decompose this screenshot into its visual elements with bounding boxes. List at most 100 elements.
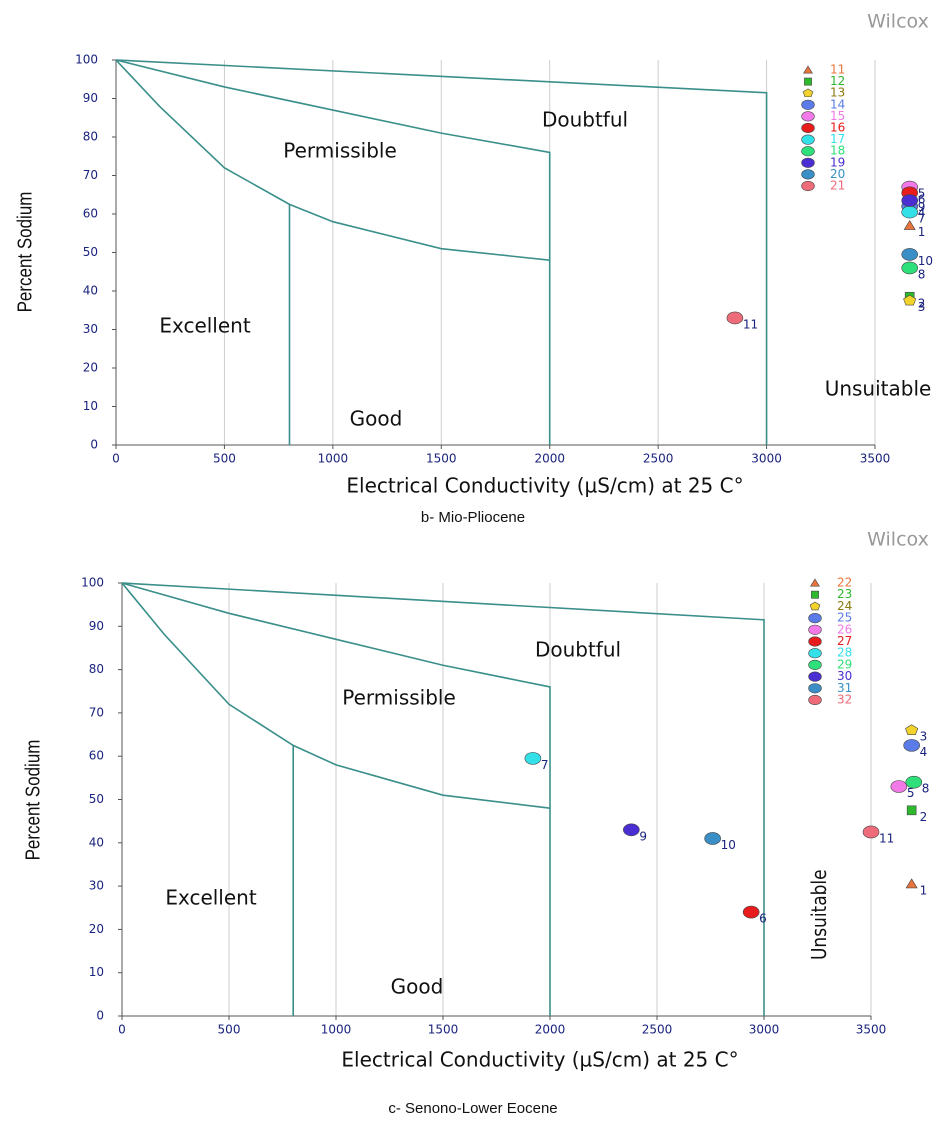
region-label: Good bbox=[350, 407, 403, 431]
y-tick-label: 50 bbox=[83, 245, 98, 259]
legend-label: 20 bbox=[830, 167, 845, 181]
legend-label: 28 bbox=[837, 646, 852, 660]
legend-label: 12 bbox=[830, 74, 845, 88]
legend-marker bbox=[801, 180, 815, 192]
point-label: 6 bbox=[759, 912, 767, 926]
region-label: Excellent bbox=[165, 886, 257, 910]
x-tick-label: 3500 bbox=[856, 1023, 887, 1037]
y-tick-label: 60 bbox=[83, 207, 98, 221]
point-label: 4 bbox=[920, 745, 928, 759]
x-tick-label: 3000 bbox=[751, 452, 782, 466]
legend-marker bbox=[801, 111, 815, 122]
point-label: 7 bbox=[541, 758, 549, 772]
legend-marker bbox=[802, 88, 814, 98]
data-point bbox=[906, 805, 917, 816]
x-tick-label: 500 bbox=[213, 452, 236, 466]
legend-label: 18 bbox=[830, 144, 845, 158]
x-tick-label: 2500 bbox=[642, 1023, 673, 1037]
legend-marker bbox=[801, 99, 815, 110]
caption: b- Mio-Pliocene bbox=[421, 509, 525, 526]
legend-label: 17 bbox=[830, 132, 845, 146]
class-boundary bbox=[121, 582, 551, 1016]
x-tick-label: 1000 bbox=[321, 1023, 352, 1037]
point-label: 5 bbox=[918, 187, 926, 201]
x-tick-label: 2000 bbox=[535, 1023, 566, 1037]
y-tick-label: 20 bbox=[83, 361, 98, 375]
point-label: 7 bbox=[918, 212, 926, 226]
y-tick-label: 100 bbox=[81, 576, 104, 590]
legend-label: 23 bbox=[837, 587, 852, 601]
legend-label: 25 bbox=[837, 611, 852, 625]
y-tick-label: 80 bbox=[83, 130, 98, 144]
data-point bbox=[704, 832, 721, 845]
legend-marker bbox=[801, 134, 815, 145]
legend-label: 15 bbox=[830, 109, 845, 123]
y-tick-label: 30 bbox=[89, 879, 104, 893]
legend-marker bbox=[801, 169, 815, 180]
y-tick-label: 40 bbox=[89, 835, 104, 849]
region-label: Unsuitable bbox=[809, 869, 832, 960]
legend-marker bbox=[811, 590, 819, 599]
point-label: 11 bbox=[743, 317, 758, 331]
legend-label: 26 bbox=[837, 622, 852, 636]
chart-title: Wilcox bbox=[867, 11, 929, 33]
legend-marker bbox=[808, 612, 822, 624]
point-label: 4 bbox=[918, 206, 926, 220]
legend-marker bbox=[801, 146, 815, 157]
legend-marker bbox=[801, 157, 815, 168]
data-point bbox=[903, 219, 916, 230]
y-tick-label: 30 bbox=[83, 322, 98, 336]
region-label: Good bbox=[391, 975, 444, 999]
data-point bbox=[901, 205, 918, 219]
class-boundary bbox=[115, 59, 768, 445]
x-axis-label: Electrical Conductivity (µS/cm) at 25 C° bbox=[341, 1048, 738, 1072]
region-label: Doubtful bbox=[535, 638, 621, 662]
y-tick-label: 90 bbox=[89, 619, 104, 633]
y-tick-label: 50 bbox=[89, 792, 104, 806]
data-point bbox=[524, 752, 542, 765]
y-tick-label: 40 bbox=[83, 284, 98, 298]
region-label: Excellent bbox=[159, 314, 251, 338]
data-point bbox=[901, 194, 918, 207]
x-tick-label: 1500 bbox=[426, 452, 457, 466]
legend-label: 19 bbox=[830, 155, 845, 169]
legend-marker bbox=[808, 636, 822, 647]
legend-label: 13 bbox=[830, 86, 845, 100]
y-tick-label: 90 bbox=[83, 91, 98, 105]
x-tick-label: 1000 bbox=[318, 452, 349, 466]
y-axis-label: Percent Sodium bbox=[13, 192, 36, 313]
data-point bbox=[903, 739, 920, 752]
region-label: Unsuitable bbox=[825, 377, 932, 401]
x-tick-label: 1500 bbox=[428, 1023, 459, 1037]
x-tick-label: 3500 bbox=[860, 452, 891, 466]
point-label: 8 bbox=[922, 782, 930, 796]
x-tick-label: 2500 bbox=[643, 452, 674, 466]
point-label: 3 bbox=[918, 300, 926, 314]
region-label: Permissible bbox=[342, 686, 456, 710]
point-label: 6 bbox=[918, 192, 926, 206]
data-point bbox=[903, 294, 917, 306]
data-point bbox=[890, 780, 908, 793]
y-tick-label: 10 bbox=[89, 965, 104, 979]
y-tick-label: 60 bbox=[89, 749, 104, 763]
legend-marker bbox=[804, 77, 812, 86]
y-tick-label: 100 bbox=[75, 53, 98, 67]
y-tick-label: 80 bbox=[89, 662, 104, 676]
point-label: 5 bbox=[907, 786, 915, 800]
x-axis-label: Electrical Conductivity (µS/cm) at 25 C° bbox=[346, 474, 743, 498]
y-tick-label: 10 bbox=[83, 399, 98, 413]
x-tick-label: 0 bbox=[112, 452, 120, 466]
legend-label: 32 bbox=[837, 693, 852, 707]
region-label: Permissible bbox=[283, 139, 397, 163]
legend-label: 31 bbox=[837, 681, 852, 695]
point-label: 2 bbox=[918, 296, 926, 310]
y-tick-label: 0 bbox=[90, 438, 98, 452]
data-point bbox=[742, 905, 760, 919]
x-tick-label: 2000 bbox=[534, 452, 565, 466]
data-point bbox=[905, 724, 919, 735]
y-axis-label: Percent Sodium bbox=[21, 740, 44, 861]
x-tick-label: 3000 bbox=[749, 1023, 780, 1037]
y-tick-label: 20 bbox=[89, 922, 104, 936]
legend-label: 30 bbox=[837, 669, 852, 683]
region-label: Doubtful bbox=[542, 108, 628, 132]
